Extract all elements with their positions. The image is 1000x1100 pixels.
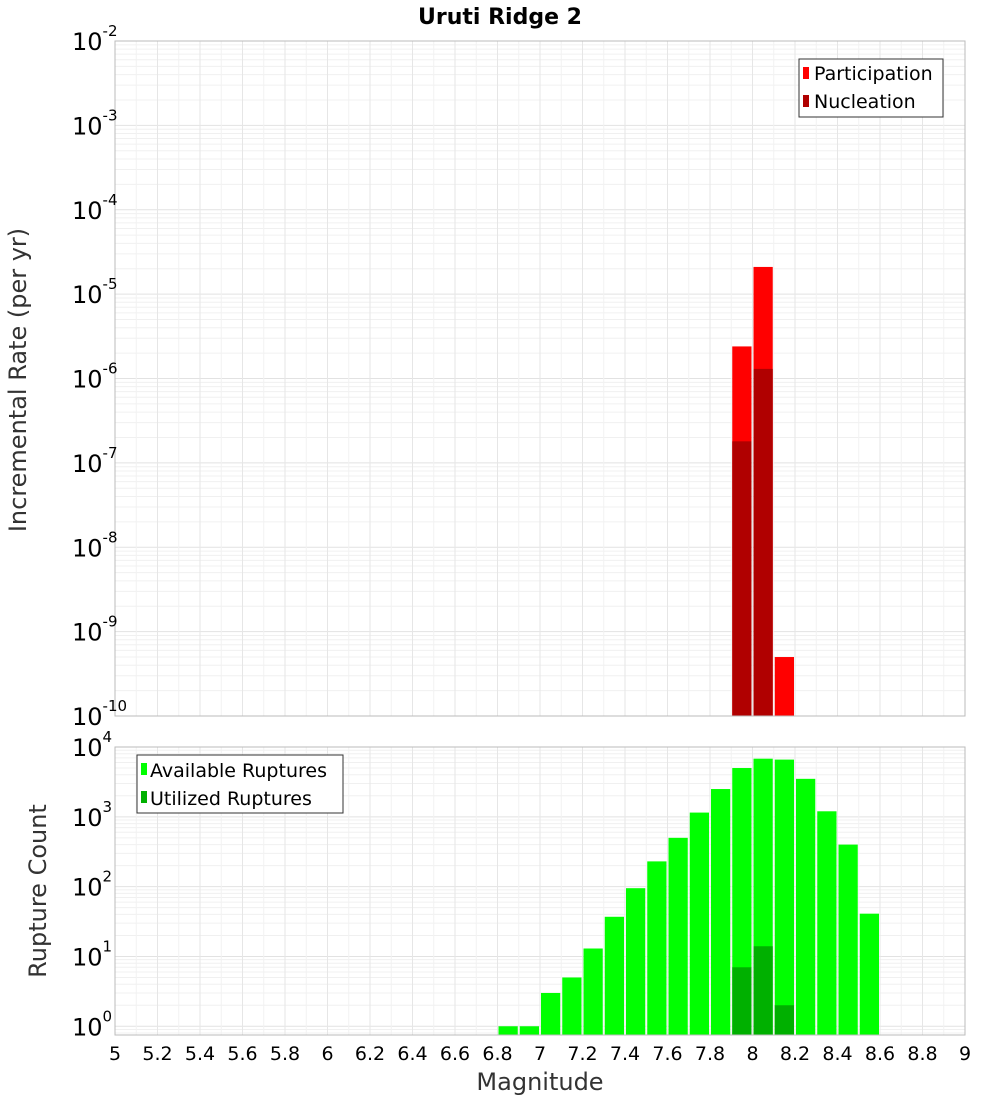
x-tick-label: 8.8 (907, 1043, 937, 1065)
x-tick-label: 8.2 (780, 1043, 810, 1065)
x-tick-label: 7.8 (695, 1043, 725, 1065)
x-tick-label: 5.6 (227, 1043, 257, 1065)
x-tick-label: 6.6 (440, 1043, 470, 1065)
y-tick-label: 10-10 (72, 697, 127, 731)
rate-y-axis-label: Incremental Rate (per yr) (4, 228, 32, 532)
utilized-ruptures-legend-swatch (141, 791, 147, 803)
nucleation-legend-swatch (803, 95, 809, 107)
y-tick-label: 102 (72, 868, 112, 902)
available-ruptures-bar (817, 811, 837, 1035)
participation-bar (774, 657, 794, 716)
rate-legend-box (798, 58, 944, 118)
x-tick-label: 6.4 (397, 1043, 427, 1065)
available-ruptures-bar (796, 778, 816, 1035)
rate-legend: Participation Nucleation (798, 58, 944, 118)
available-ruptures-legend-label: Available Ruptures (150, 760, 327, 782)
y-tick-label: 10-4 (72, 191, 118, 225)
rate-bars (732, 266, 794, 716)
rupture-legend-box (136, 754, 344, 814)
x-tick-label: 7 (534, 1043, 546, 1065)
utilized-ruptures-bar (732, 967, 752, 1035)
available-ruptures-bar (838, 844, 858, 1035)
available-ruptures-bar (689, 812, 709, 1035)
rupture-bars (498, 758, 879, 1035)
rupture-plot-frame (114, 746, 966, 1036)
participation-legend-swatch (803, 67, 809, 79)
utilized-ruptures-bar (774, 1005, 794, 1035)
rupture-legend: Available Ruptures Utilized Ruptures (136, 754, 344, 814)
y-tick-label: 10-9 (72, 613, 118, 647)
x-tick-label: 6.8 (482, 1043, 512, 1065)
x-tick-label: 5 (109, 1043, 121, 1065)
utilized-ruptures-legend-label: Utilized Ruptures (150, 788, 312, 810)
available-ruptures-bar (668, 837, 688, 1035)
utilized-ruptures-bar (753, 946, 773, 1035)
rupture-count-panel: 104 103 102 101 100 5 5.2 5.4 5.6 5.8 6 6.2 6.4 6.6 6… (24, 728, 971, 1096)
x-axis-label: Magnitude (476, 1068, 603, 1096)
nucleation-bar (732, 441, 752, 716)
y-tick-label: 10-8 (72, 528, 118, 562)
available-ruptures-bar (498, 1026, 518, 1035)
available-ruptures-bar (541, 992, 561, 1035)
y-tick-label: 100 (72, 1007, 112, 1041)
rate-plot-frame (114, 40, 966, 717)
magnitude-x-tick-labels: 5 5.2 5.4 5.6 5.8 6 6.2 6.4 6.6 6.8 7 7.2 7.4 7.6 7.8 8… (109, 1043, 971, 1065)
y-tick-label: 104 (72, 728, 112, 762)
y-tick-label: 10-7 (72, 444, 118, 478)
x-tick-label: 6.2 (355, 1043, 385, 1065)
chart-title: Uruti Ridge 2 (418, 5, 582, 30)
available-ruptures-bar (626, 888, 646, 1035)
x-tick-label: 9 (959, 1043, 971, 1065)
rupture-y-tick-labels: 104 103 102 101 100 (72, 728, 112, 1041)
rate-gridlines (114, 41, 966, 717)
available-ruptures-bar (604, 916, 624, 1035)
y-tick-label: 10-6 (72, 360, 118, 394)
x-tick-label: 7.4 (610, 1043, 640, 1065)
available-ruptures-bar (583, 948, 603, 1035)
nucleation-bar (753, 368, 773, 716)
x-tick-label: 8.6 (865, 1043, 895, 1065)
available-ruptures-bar (711, 789, 731, 1035)
y-tick-label: 10-5 (72, 275, 118, 309)
x-tick-label: 5.4 (185, 1043, 215, 1065)
available-ruptures-legend-swatch (141, 763, 147, 775)
x-tick-label: 6 (321, 1043, 333, 1065)
x-tick-label: 5.2 (142, 1043, 172, 1065)
x-tick-label: 7.6 (652, 1043, 682, 1065)
available-ruptures-bar (859, 913, 879, 1035)
x-tick-label: 8.4 (822, 1043, 852, 1065)
y-tick-label: 101 (72, 937, 112, 971)
available-ruptures-bar (774, 759, 794, 1035)
available-ruptures-bar (519, 1026, 539, 1035)
rupture-y-axis-label: Rupture Count (24, 804, 52, 978)
y-tick-label: 103 (72, 798, 112, 832)
available-ruptures-bar (647, 861, 667, 1035)
x-tick-label: 5.8 (270, 1043, 300, 1065)
x-tick-label: 7.2 (567, 1043, 597, 1065)
y-tick-label: 10-3 (72, 106, 118, 140)
available-ruptures-bar (562, 977, 582, 1035)
nucleation-legend-label: Nucleation (814, 91, 916, 113)
y-tick-label: 10-2 (72, 22, 118, 56)
rate-panel: 10-2 10-3 10-4 10-5 10-6 10-7 10-8 10-9 10-10 In… (4, 22, 966, 731)
x-tick-label: 8 (746, 1043, 758, 1065)
participation-legend-label: Participation (814, 63, 933, 85)
